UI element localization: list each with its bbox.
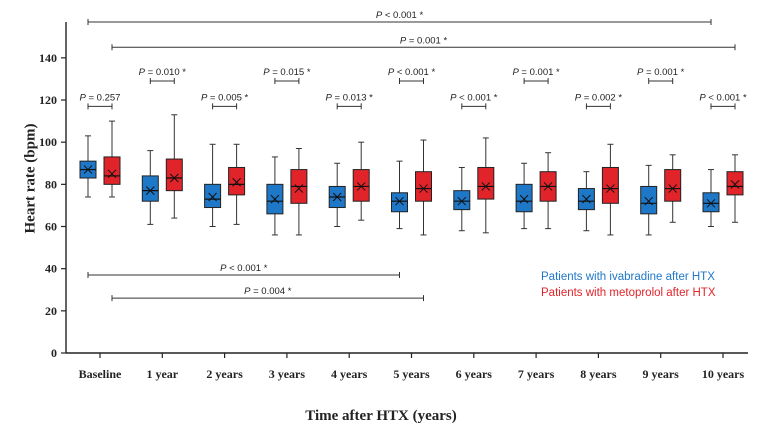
box-ivabradine	[702, 192, 720, 213]
x-tick-label: 3 years	[269, 367, 306, 381]
box-metoprolol	[601, 166, 619, 204]
pair-bracket-label: P = 0.010 *	[139, 67, 187, 78]
mean-marker	[270, 194, 280, 204]
y-tick-label: 120	[39, 93, 57, 107]
x-tick-label: 10 years	[702, 367, 745, 381]
mean-marker	[481, 182, 491, 191]
y-tick-label: 80	[45, 177, 57, 191]
x-tick-label: 7 years	[518, 367, 555, 381]
x-tick-label: 1 year	[146, 367, 178, 381]
legend-entry-metoprolol: Patients with metoprolol after HTX	[541, 287, 716, 299]
x-tick-label: Baseline	[79, 367, 122, 381]
pair-bracket-label: P < 0.001 *	[699, 92, 747, 103]
x-tick-label: 5 years	[393, 367, 430, 381]
x-tick-label: 9 years	[643, 367, 680, 381]
pair-bracket-label: P = 0.001 *	[512, 67, 560, 78]
x-tick-label: 4 years	[331, 367, 368, 381]
mean-marker	[582, 194, 591, 204]
pair-bracket-label: P = 0.015 *	[263, 67, 311, 78]
pair-bracket-label: P < 0.001 *	[388, 67, 436, 78]
pair-bracket-label: P = 0.002 *	[575, 92, 623, 103]
mean-marker	[294, 184, 304, 193]
box-metoprolol	[228, 166, 246, 196]
mean-marker	[107, 169, 117, 179]
y-tick-label: 140	[39, 51, 57, 65]
mean-marker	[519, 194, 529, 204]
x-tick-label: 8 years	[580, 367, 617, 381]
box-metoprolol	[726, 171, 744, 196]
mean-marker	[457, 196, 467, 206]
mean-marker	[356, 182, 366, 191]
pair-bracket-label: P = 0.001 *	[637, 67, 685, 78]
x-axis-title: Time after HTX (years)	[305, 408, 457, 424]
box-metoprolol	[477, 166, 495, 200]
box-ivabradine	[640, 185, 658, 215]
mean-marker	[169, 173, 179, 183]
box-ivabradine	[453, 190, 471, 211]
lower-bracket-label: P < 0.001 *	[220, 263, 268, 274]
legend: Patients with ivabradine after HTX Patie…	[541, 269, 716, 301]
box-metoprolol	[352, 169, 370, 202]
y-tick-label: 60	[45, 220, 57, 234]
mean-marker	[332, 192, 342, 202]
lower-bracket-label: P = 0.004 *	[244, 286, 292, 297]
box-ivabradine	[515, 183, 533, 213]
y-tick-label: 100	[39, 135, 57, 149]
pair-bracket-label: P = 0.013 *	[326, 92, 374, 103]
pair-bracket-label: P = 0.005 *	[201, 92, 249, 103]
box-metoprolol	[415, 171, 432, 202]
mean-marker	[83, 165, 93, 174]
y-tick-label: 40	[45, 262, 57, 276]
top-bracket-label: P = 0.001 *	[400, 35, 448, 46]
top-bracket-label: P < 0.001 *	[376, 10, 424, 21]
mean-marker	[730, 179, 740, 189]
mean-marker	[208, 192, 217, 202]
y-tick-label: 0	[51, 346, 57, 360]
mean-marker	[543, 182, 553, 191]
box-metoprolol	[165, 158, 183, 192]
pair-bracket-label: P < 0.001 *	[450, 92, 498, 103]
mean-marker	[668, 184, 678, 193]
box-metoprolol	[664, 169, 682, 202]
x-tick-label: 2 years	[206, 367, 243, 381]
legend-entry-ivabradine: Patients with ivabradine after HTX	[541, 271, 715, 283]
mean-marker	[644, 196, 654, 206]
mean-marker	[606, 184, 615, 193]
mean-marker	[232, 177, 241, 187]
y-axis-title: Heart rate (bpm)	[22, 123, 39, 234]
box-ivabradine	[204, 183, 222, 209]
box-metoprolol	[103, 156, 121, 185]
mean-marker	[419, 184, 428, 193]
pair-bracket-label: P = 0.257	[80, 92, 121, 103]
mean-marker	[706, 198, 716, 208]
mean-marker	[395, 196, 404, 206]
y-tick-label: 20	[45, 304, 57, 318]
mean-marker	[145, 186, 155, 196]
box-ivabradine	[141, 175, 159, 202]
box-ivabradine	[391, 192, 408, 213]
x-tick-label: 6 years	[456, 367, 493, 381]
